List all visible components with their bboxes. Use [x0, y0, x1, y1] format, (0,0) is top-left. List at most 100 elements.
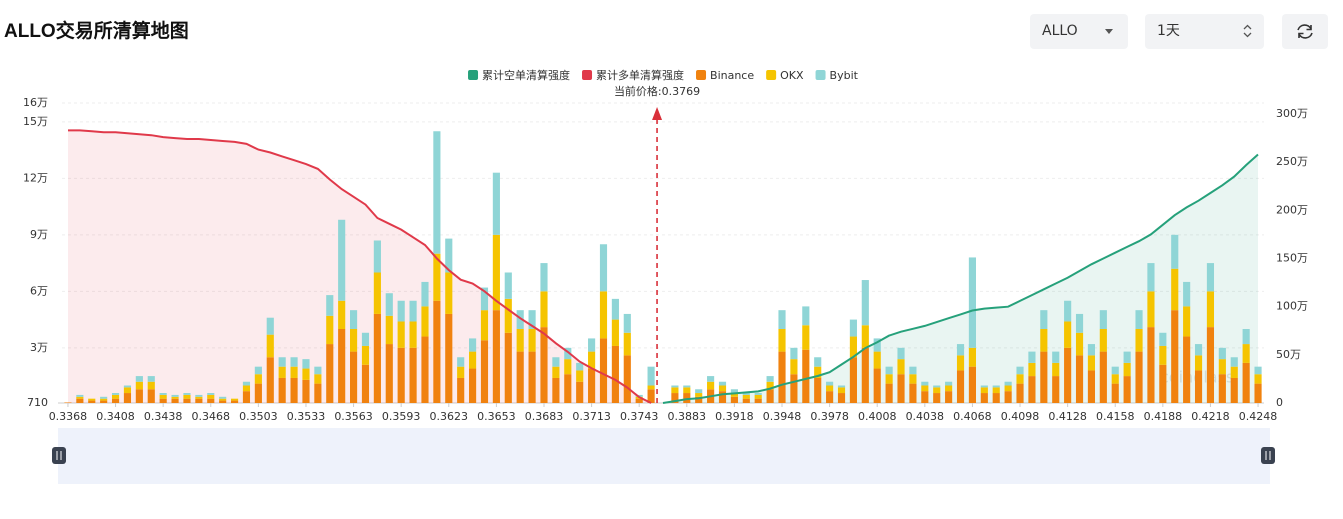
bar-segment [588, 368, 596, 403]
bar-segment [207, 398, 215, 403]
bar-segment [326, 344, 334, 403]
bar-segment [492, 234, 500, 311]
bar-segment [1075, 313, 1084, 333]
x-tick-label: 0.4008 [858, 410, 897, 423]
legend-label: 累计空单清算强度 [482, 68, 570, 82]
bar-segment [766, 376, 774, 382]
bar-segment [266, 334, 274, 358]
bar-segment [516, 351, 524, 403]
bar-segment [147, 389, 155, 403]
bar-segment [588, 338, 596, 352]
bar-segment [314, 374, 322, 384]
bar-segment [135, 381, 143, 390]
bar-segment [849, 319, 857, 337]
bar-segment [1183, 306, 1191, 337]
bar-segment [219, 396, 227, 399]
bar-segment [1194, 370, 1203, 403]
bar-segment [897, 347, 905, 360]
y2-tick-label: 0 [1276, 396, 1283, 409]
x-tick-label: 0.4158 [1096, 410, 1135, 423]
bar-segment [278, 357, 286, 367]
bar-segment [1171, 268, 1179, 311]
bar-segment [350, 329, 358, 352]
bar-segment [100, 400, 108, 403]
bar-segment [540, 327, 548, 403]
bar-segment [314, 383, 322, 403]
bar-segment [707, 381, 715, 390]
bar-segment [873, 368, 881, 403]
interval-value: 1天 [1157, 23, 1180, 39]
bar-segment [171, 396, 179, 399]
bar-segment [147, 376, 155, 382]
bar-segment [683, 387, 691, 394]
interval-select[interactable]: 1天 [1145, 14, 1264, 49]
bar-segment [504, 272, 512, 299]
bar-segment [909, 366, 917, 375]
y-tick-label: 3万 [30, 341, 48, 354]
bar-segment [183, 398, 191, 403]
bar-segment [1147, 291, 1155, 328]
x-tick-label: 0.3883 [668, 410, 707, 423]
bar-segment [576, 381, 584, 403]
bar-segment [695, 396, 703, 403]
bar-segment [885, 383, 893, 403]
bar-segment [278, 366, 286, 378]
legend-swatch [468, 70, 479, 80]
symbol-select[interactable]: ALLO [1030, 14, 1128, 49]
bar-segment [695, 393, 703, 397]
bar-segment [290, 357, 298, 367]
bar-segment [802, 349, 810, 403]
bar-segment [837, 387, 846, 394]
y2-tick-label: 250万 [1276, 155, 1308, 168]
bar-segment [302, 368, 310, 380]
bar-segment [647, 389, 655, 403]
bar-segment [718, 385, 727, 392]
bar-segment [992, 387, 1000, 394]
x-tick-label: 0.3438 [144, 410, 183, 423]
bar-segment [671, 385, 679, 388]
bar-segment [861, 325, 869, 348]
refresh-button[interactable] [1282, 14, 1328, 49]
bar-segment [1230, 357, 1238, 367]
bar-segment [1099, 351, 1107, 403]
bar-segment [1016, 374, 1024, 384]
x-tick-label: 0.3623 [430, 410, 469, 423]
bar-segment [826, 385, 834, 392]
bar-segment [123, 387, 132, 394]
bar-segment [1099, 329, 1107, 352]
bar-segment [730, 389, 738, 394]
x-tick-label: 0.4218 [1191, 410, 1230, 423]
bar-segment [683, 393, 691, 403]
bar-segment [671, 387, 679, 394]
bar-segment [837, 385, 846, 388]
bar-segment [1171, 234, 1179, 269]
bar-segment [1218, 374, 1226, 403]
bar-segment [980, 387, 988, 394]
bar-segment [1075, 355, 1084, 403]
bar-segment [707, 376, 715, 382]
bar-segment [695, 389, 703, 394]
x-tick-label: 0.4038 [906, 410, 945, 423]
bar-segment [397, 321, 405, 348]
bar-segment [1123, 362, 1131, 377]
bar-segment [111, 398, 120, 403]
bar-segment [207, 393, 215, 395]
bar-segment [885, 374, 893, 384]
bar-segment [861, 347, 869, 403]
bar-segment [754, 393, 762, 395]
bar-segment [742, 398, 750, 403]
bar-segment [707, 389, 715, 403]
bar-segment [123, 385, 132, 388]
bar-segment [1147, 327, 1155, 403]
bar-segment [76, 398, 84, 403]
bar-segment [1075, 332, 1084, 356]
bar-segment [76, 394, 84, 397]
bar-segment [100, 398, 108, 401]
bar-segment [1218, 359, 1226, 375]
refresh-icon [1297, 24, 1313, 39]
x-tick-label: 0.3948 [763, 410, 802, 423]
bar-segment [623, 313, 631, 333]
bar-segment [159, 393, 167, 395]
bar-segment [552, 366, 560, 378]
bar-segment [1230, 366, 1238, 378]
